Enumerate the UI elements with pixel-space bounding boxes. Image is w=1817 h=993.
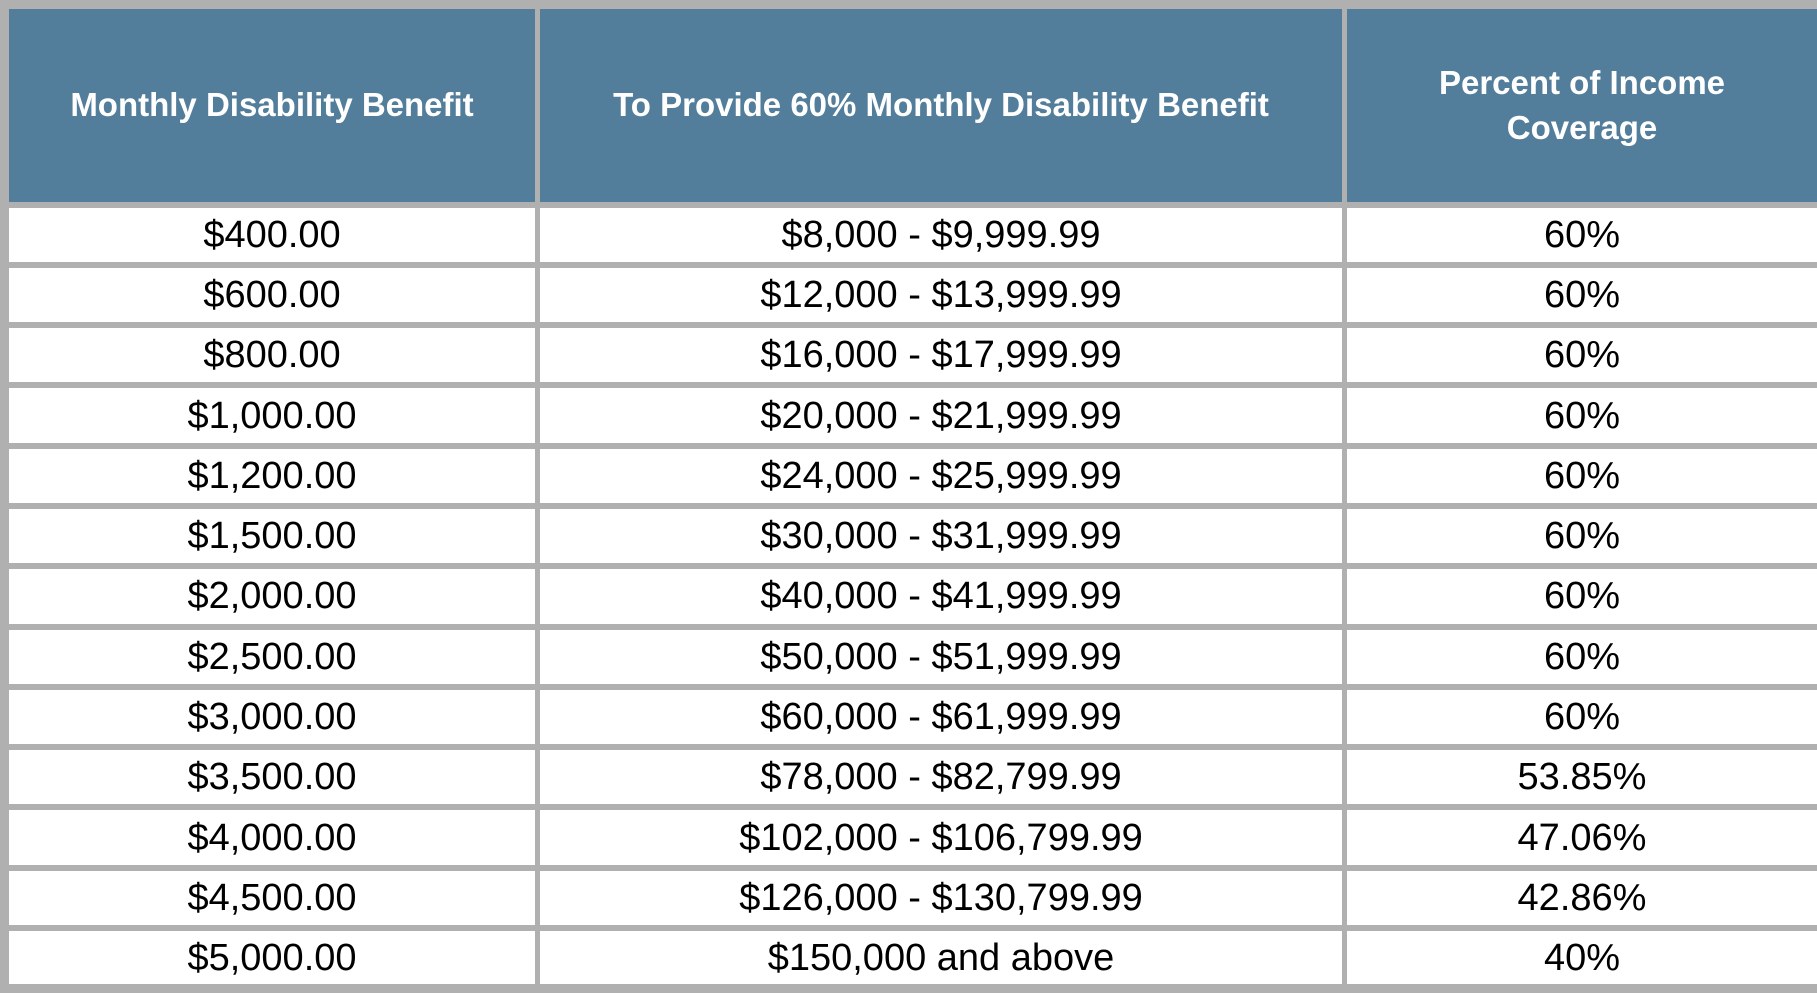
header-row: Monthly Disability Benefit To Provide 60… [2, 1, 1817, 208]
cell-coverage-percent: 60% [1342, 442, 1817, 509]
cell-income-range: $24,000 - $25,999.99 [535, 442, 1347, 509]
cell-coverage-percent: 60% [1342, 502, 1817, 570]
table-row: $4,000.00 $102,000 - $106,799.99 47.06% [2, 804, 1817, 871]
cell-income-range: $126,000 - $130,799.99 [535, 864, 1347, 932]
cell-monthly-benefit: $1,200.00 [2, 442, 540, 509]
table-row: $1,000.00 $20,000 - $21,999.99 60% [2, 382, 1817, 449]
cell-coverage-percent: 60% [1342, 382, 1817, 449]
cell-monthly-benefit: $400.00 [2, 201, 540, 268]
table-body: $400.00 $8,000 - $9,999.99 60% $600.00 $… [2, 201, 1817, 992]
column-header-label: Monthly Disability Benefit [70, 86, 474, 124]
cell-income-range: $40,000 - $41,999.99 [535, 563, 1347, 630]
cell-monthly-benefit: $1,000.00 [2, 382, 540, 449]
cell-coverage-percent: 53.85% [1342, 744, 1817, 811]
cell-monthly-benefit: $5,000.00 [2, 925, 540, 992]
cell-monthly-benefit: $3,000.00 [2, 683, 540, 751]
cell-coverage-percent: 60% [1342, 322, 1817, 389]
table-row: $2,000.00 $40,000 - $41,999.99 60% [2, 563, 1817, 630]
column-header-percent-of-income-coverage: Percent of Income Coverage [1342, 1, 1817, 208]
cell-monthly-benefit: $1,500.00 [2, 502, 540, 570]
cell-income-range: $78,000 - $82,799.99 [535, 744, 1347, 811]
column-header-monthly-disability-benefit: Monthly Disability Benefit [2, 1, 540, 208]
cell-coverage-percent: 60% [1342, 261, 1817, 329]
cell-monthly-benefit: $800.00 [2, 322, 540, 389]
cell-monthly-benefit: $3,500.00 [2, 744, 540, 811]
table-row: $1,500.00 $30,000 - $31,999.99 60% [2, 502, 1817, 570]
cell-income-range: $12,000 - $13,999.99 [535, 261, 1347, 329]
table-row: $4,500.00 $126,000 - $130,799.99 42.86% [2, 864, 1817, 932]
cell-coverage-percent: 60% [1342, 683, 1817, 751]
cell-monthly-benefit: $600.00 [2, 261, 540, 329]
table-row: $5,000.00 $150,000 and above 40% [2, 925, 1817, 992]
cell-coverage-percent: 42.86% [1342, 864, 1817, 932]
cell-income-range: $50,000 - $51,999.99 [535, 623, 1347, 690]
cell-income-range: $16,000 - $17,999.99 [535, 322, 1347, 389]
cell-monthly-benefit: $2,500.00 [2, 623, 540, 690]
table-row: $3,500.00 $78,000 - $82,799.99 53.85% [2, 744, 1817, 811]
cell-coverage-percent: 40% [1342, 925, 1817, 992]
cell-income-range: $102,000 - $106,799.99 [535, 804, 1347, 871]
cell-monthly-benefit: $4,500.00 [2, 864, 540, 932]
cell-income-range: $150,000 and above [535, 925, 1347, 992]
table-row: $600.00 $12,000 - $13,999.99 60% [2, 261, 1817, 329]
cell-coverage-percent: 47.06% [1342, 804, 1817, 871]
table-row: $400.00 $8,000 - $9,999.99 60% [2, 201, 1817, 268]
cell-income-range: $60,000 - $61,999.99 [535, 683, 1347, 751]
cell-income-range: $30,000 - $31,999.99 [535, 502, 1347, 570]
cell-coverage-percent: 60% [1342, 563, 1817, 630]
table-row: $3,000.00 $60,000 - $61,999.99 60% [2, 683, 1817, 751]
table-row: $2,500.00 $50,000 - $51,999.99 60% [2, 623, 1817, 690]
cell-coverage-percent: 60% [1342, 623, 1817, 690]
cell-income-range: $8,000 - $9,999.99 [535, 201, 1347, 268]
column-header-label: Percent of Income Coverage [1438, 63, 1726, 147]
table-row: $800.00 $16,000 - $17,999.99 60% [2, 322, 1817, 389]
cell-monthly-benefit: $2,000.00 [2, 563, 540, 630]
cell-income-range: $20,000 - $21,999.99 [535, 382, 1347, 449]
column-header-to-provide-60-percent: To Provide 60% Monthly Disability Benefi… [535, 1, 1347, 208]
cell-coverage-percent: 60% [1342, 201, 1817, 268]
table-row: $1,200.00 $24,000 - $25,999.99 60% [2, 442, 1817, 509]
cell-monthly-benefit: $4,000.00 [2, 804, 540, 871]
column-header-label: To Provide 60% Monthly Disability Benefi… [613, 86, 1269, 124]
table-header: Monthly Disability Benefit To Provide 60… [2, 1, 1817, 208]
